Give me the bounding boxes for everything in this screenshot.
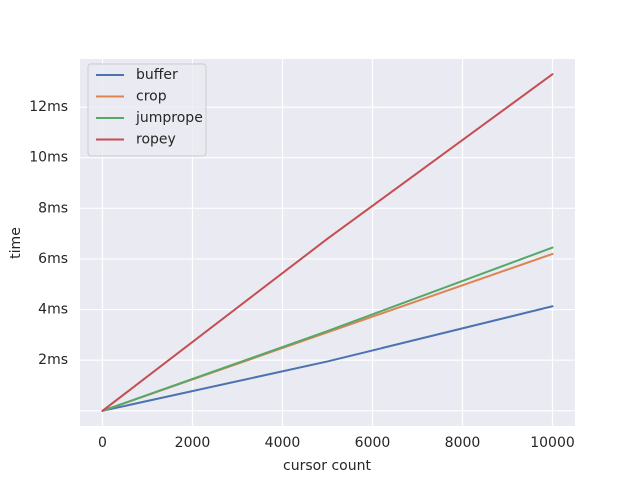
y-tick-label: 8ms <box>38 200 68 216</box>
y-tick-label: 6ms <box>38 251 68 267</box>
lines <box>101 73 554 412</box>
legend-label: crop <box>136 89 167 105</box>
y-tick-label: 4ms <box>38 302 68 318</box>
series-line <box>101 73 554 412</box>
x-tick-label: 10000 <box>530 435 575 451</box>
x-tick-label: 2000 <box>175 435 211 451</box>
legend: buffer crop jumprope ropey <box>87 63 207 157</box>
grid <box>80 59 575 426</box>
y-tick-label: 10ms <box>29 150 68 166</box>
legend-box <box>87 63 207 157</box>
y-tick-label: 2ms <box>38 352 68 368</box>
y-tick-label: 12ms <box>29 99 68 115</box>
series-line <box>101 305 554 412</box>
x-tick-label: 8000 <box>445 435 481 451</box>
series-line <box>101 246 554 412</box>
legend-label: jumprope <box>135 110 203 126</box>
x-axis-label: cursor count <box>283 458 371 474</box>
legend-label: ropey <box>136 132 176 148</box>
x-tick-label: 6000 <box>355 435 391 451</box>
x-tick-label: 0 <box>98 435 107 451</box>
y-axis-label: time <box>8 227 24 259</box>
x-tick-label: 4000 <box>265 435 301 451</box>
legend-label: buffer <box>136 67 178 83</box>
